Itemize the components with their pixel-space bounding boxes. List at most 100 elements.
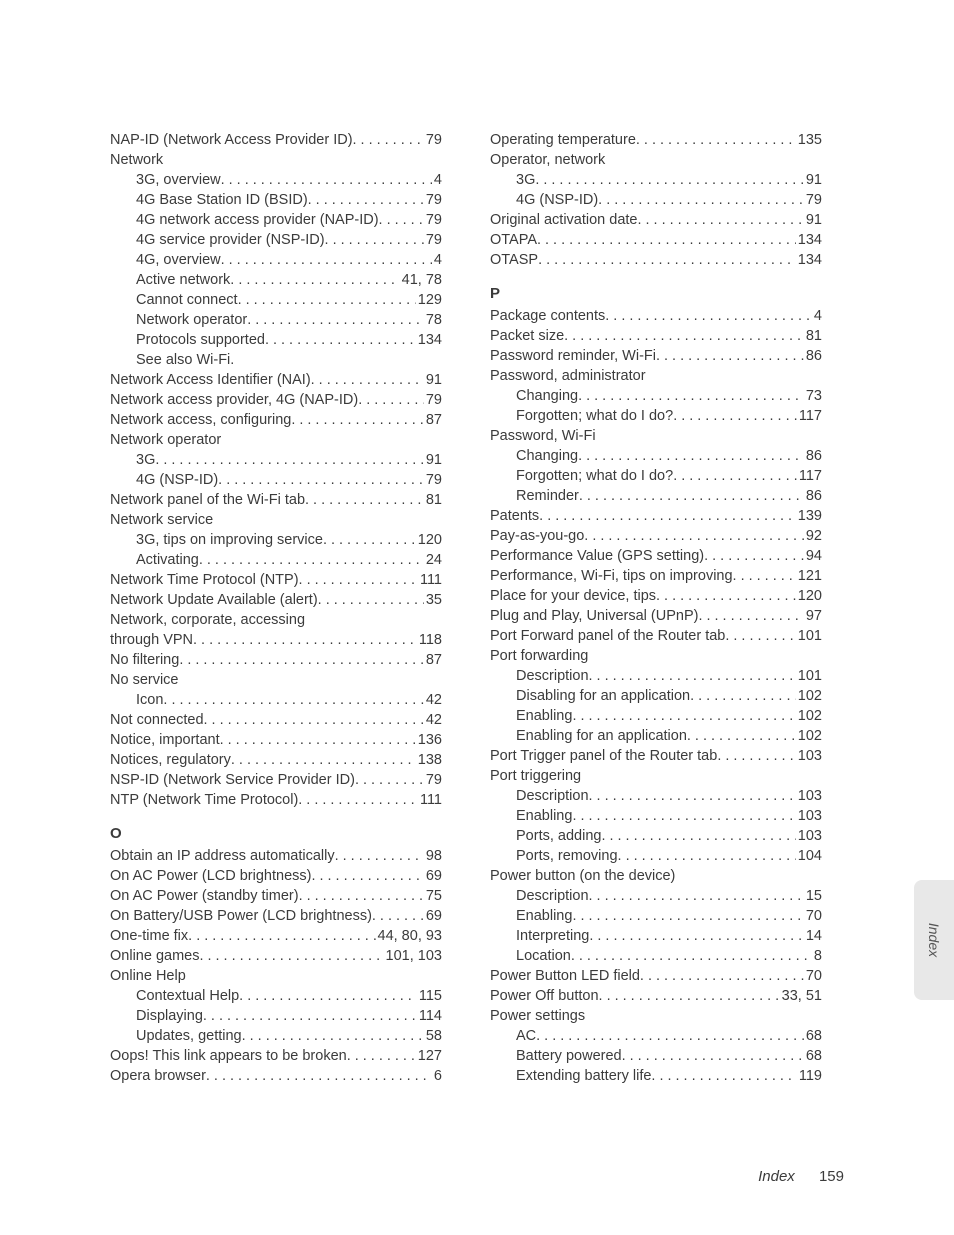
leader-dots <box>673 466 797 486</box>
index-entry: Operating temperature 135 <box>490 130 822 150</box>
leader-dots <box>204 710 424 730</box>
index-entry-label: See also Wi-Fi. <box>136 350 234 370</box>
index-entry-page: 103 <box>796 786 822 806</box>
section-letter: O <box>110 824 442 844</box>
index-entry-page: 118 <box>417 630 442 650</box>
index-entry: Network Access Identifier (NAI) 91 <box>110 370 442 390</box>
index-entry-page: 42 <box>424 690 442 710</box>
index-entry: Port triggering <box>490 766 822 786</box>
index-entry-label: No service <box>110 670 179 690</box>
leader-dots <box>572 806 795 826</box>
leader-dots <box>673 406 797 426</box>
index-entry-page: 114 <box>417 1006 442 1026</box>
index-entry: 3G, overview 4 <box>110 170 442 190</box>
leader-dots <box>199 946 383 966</box>
leader-dots <box>589 666 796 686</box>
index-entry-page: 103 <box>796 746 822 766</box>
index-entry-label: Port forwarding <box>490 646 588 666</box>
leader-dots <box>598 190 804 210</box>
leader-dots <box>651 1066 796 1086</box>
index-entry-page: 136 <box>416 730 442 750</box>
section-letter: P <box>490 284 822 304</box>
leader-dots <box>311 866 423 886</box>
leader-dots <box>299 886 424 906</box>
leader-dots <box>537 230 796 250</box>
index-entry-label: Ports, adding <box>516 826 601 846</box>
leader-dots <box>704 546 804 566</box>
leader-dots <box>599 986 780 1006</box>
leader-dots <box>656 346 804 366</box>
index-entry-label: 4G (NSP-ID) <box>136 470 218 490</box>
index-entry-label: Patents <box>490 506 539 526</box>
index-entry-page: 79 <box>804 190 822 210</box>
leader-dots <box>239 986 417 1006</box>
index-entry-label: Ports, removing <box>516 846 618 866</box>
index-entry-page: 79 <box>424 470 442 490</box>
leader-dots <box>298 790 418 810</box>
leader-dots <box>536 1026 804 1046</box>
index-entry-label: Password reminder, Wi-Fi <box>490 346 656 366</box>
leader-dots <box>579 486 804 506</box>
leader-dots <box>325 230 424 250</box>
index-entry-page: 35 <box>424 590 442 610</box>
index-entry: On Battery/USB Power (LCD brightness) 69 <box>110 906 442 926</box>
leader-dots <box>572 906 803 926</box>
index-entry-label: Original activation date <box>490 210 638 230</box>
leader-dots <box>353 130 424 150</box>
index-entry-label: Port Forward panel of the Router tab <box>490 626 725 646</box>
leader-dots <box>605 306 812 326</box>
index-entry: 4G, overview 4 <box>110 250 442 270</box>
leader-dots <box>231 750 416 770</box>
index-entry: Online Help <box>110 966 442 986</box>
leader-dots <box>358 390 424 410</box>
index-entry-page: 6 <box>432 1066 442 1086</box>
index-entry-page: 86 <box>804 446 822 466</box>
index-entry-label: Changing <box>516 446 578 466</box>
index-entry-label: Network <box>110 150 163 170</box>
leader-dots <box>585 1006 822 1026</box>
index-entry-label: Reminder <box>516 486 579 506</box>
index-entry-page: 117 <box>797 406 822 426</box>
index-entry-label: Network operator <box>136 310 247 330</box>
leader-dots <box>717 746 795 766</box>
index-entry: Power button (on the device) <box>490 866 822 886</box>
leader-dots <box>213 510 442 530</box>
index-entry-page: 101, 103 <box>384 946 442 966</box>
index-entry-label: Location <box>516 946 571 966</box>
index-entry: Operator, network <box>490 150 822 170</box>
index-entry-page: 86 <box>804 486 822 506</box>
index-entry-label: Online Help <box>110 966 186 986</box>
index-entry-page: 58 <box>424 1026 442 1046</box>
leader-dots <box>230 270 399 290</box>
index-entry: Port Forward panel of the Router tab 101 <box>490 626 822 646</box>
leader-dots <box>589 786 796 806</box>
index-entry: Package contents 4 <box>490 306 822 326</box>
index-entry-label: Performance, Wi-Fi, tips on improving <box>490 566 733 586</box>
index-entry: One-time fix 44, 80, 93 <box>110 926 442 946</box>
index-entry-label: Pay-as-you-go <box>490 526 584 546</box>
index-entry-label: Network access provider, 4G (NAP-ID) <box>110 390 358 410</box>
index-entry: Activating 24 <box>110 550 442 570</box>
index-entry-page: 98 <box>424 846 442 866</box>
leader-dots <box>179 650 424 670</box>
leader-dots <box>335 846 424 866</box>
index-entry-page: 117 <box>797 466 822 486</box>
index-entry-label: through VPN <box>110 630 193 650</box>
index-entry-label: Network Update Available (alert) <box>110 590 318 610</box>
leader-dots <box>725 626 795 646</box>
index-entry-page: 101 <box>796 626 822 646</box>
leader-dots <box>323 530 416 550</box>
index-entry-label: Description <box>516 886 589 906</box>
index-entry-page: 79 <box>424 190 442 210</box>
leader-dots <box>163 150 442 170</box>
index-entry-label: Password, administrator <box>490 366 646 386</box>
index-entry-page: 115 <box>417 986 442 1006</box>
leader-dots <box>571 946 812 966</box>
index-entry-label: On AC Power (standby timer) <box>110 886 299 906</box>
index-entry: Enabling for an application 102 <box>490 726 822 746</box>
index-entry-label: Interpreting <box>516 926 589 946</box>
index-entry: Active network 41, 78 <box>110 270 442 290</box>
index-entry: Place for your device, tips 120 <box>490 586 822 606</box>
leader-dots <box>656 586 796 606</box>
leader-dots <box>535 170 804 190</box>
